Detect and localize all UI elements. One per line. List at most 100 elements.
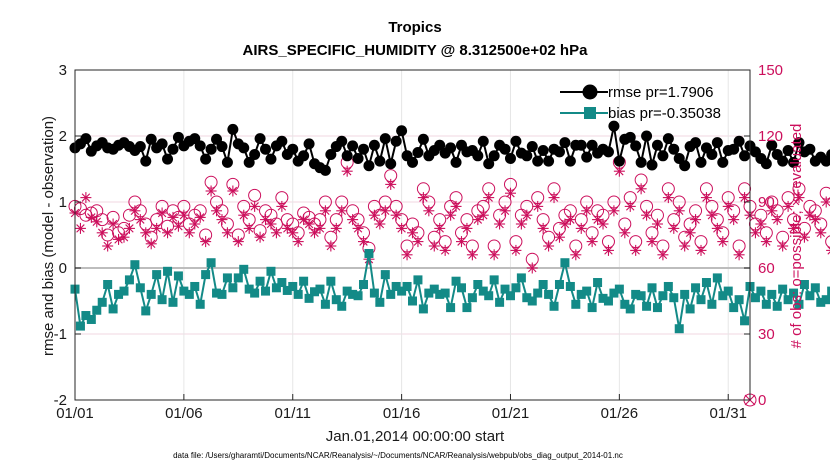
obs-evaluated-marker xyxy=(635,183,647,195)
bias-point xyxy=(712,273,722,283)
rmse-point xyxy=(243,156,255,168)
legend: rmse pr=1.7906 bias pr=-0.35038 xyxy=(560,84,721,122)
rmse-point xyxy=(510,135,522,147)
obs-evaluated-marker xyxy=(254,231,266,243)
obs-evaluated-marker xyxy=(766,205,778,217)
obs-evaluated-marker xyxy=(651,218,663,230)
rmse-point xyxy=(826,149,830,160)
rmse-point xyxy=(477,135,489,147)
obs-evaluated-marker xyxy=(532,200,544,212)
rmse-point xyxy=(575,139,587,151)
rmse-point xyxy=(287,143,299,155)
bias-point xyxy=(228,283,238,293)
bias-point xyxy=(609,288,619,298)
obs-evaluated-marker xyxy=(265,218,277,230)
bias-point xyxy=(179,286,189,296)
obs-evaluated-marker xyxy=(548,192,560,204)
obs-evaluated-marker xyxy=(466,249,478,261)
rmse-point xyxy=(793,137,805,149)
rmse-point xyxy=(641,130,653,142)
bias-point xyxy=(533,288,543,298)
bias-point xyxy=(364,248,374,258)
obs-evaluated-marker xyxy=(619,227,631,239)
obs-evaluated-marker xyxy=(673,205,685,217)
y-tick-label: -1 xyxy=(54,326,67,343)
rmse-point xyxy=(532,155,544,167)
obs-possible-marker xyxy=(248,188,262,202)
rmse-point xyxy=(657,150,669,162)
bias-point xyxy=(293,289,303,299)
rmse-point xyxy=(134,141,146,153)
obs-evaluated-marker xyxy=(749,227,761,239)
obs-evaluated-marker xyxy=(630,244,642,256)
bias-point xyxy=(440,288,450,298)
bias-point xyxy=(827,286,830,296)
rmse-point xyxy=(434,139,446,151)
bias-point xyxy=(571,299,581,309)
obs-evaluated-marker xyxy=(303,218,315,230)
rmse-point xyxy=(358,143,370,155)
obs-evaluated-marker xyxy=(211,205,223,217)
obs-evaluated-marker xyxy=(162,227,174,239)
obs-evaluated-marker xyxy=(570,249,582,261)
bias-point xyxy=(239,264,249,274)
bias-point xyxy=(810,283,820,293)
obs-evaluated-marker xyxy=(690,214,702,226)
rmse-point xyxy=(820,155,830,167)
bias-point xyxy=(92,305,102,315)
rmse-point xyxy=(624,131,636,143)
obs-evaluated-marker xyxy=(793,192,805,204)
bias-point xyxy=(614,284,624,294)
data-file-footnote: data file: /Users/gharamti/Documents/NCA… xyxy=(173,451,623,460)
rmse-point xyxy=(260,143,272,155)
y-right-tick-label: 30 xyxy=(758,326,775,343)
bias-point xyxy=(408,296,417,306)
bias-point xyxy=(288,281,298,291)
rmse-point xyxy=(162,153,174,165)
bias-point xyxy=(484,291,494,301)
bias-point xyxy=(767,289,777,299)
obs-evaluated-marker xyxy=(385,178,397,190)
bias-point xyxy=(250,288,260,298)
obs-evaluated-marker xyxy=(804,209,816,221)
rmse-point xyxy=(325,148,337,160)
obs-evaluated-marker xyxy=(559,218,571,230)
rmse-point xyxy=(412,147,424,158)
bias-point xyxy=(429,284,439,294)
bias-point xyxy=(565,281,575,291)
bias-point xyxy=(266,266,276,276)
rmse-point xyxy=(238,142,250,154)
obs-evaluated-marker xyxy=(711,222,723,234)
rmse-point xyxy=(521,150,533,162)
rmse-point xyxy=(276,135,288,147)
obs-evaluated-marker xyxy=(74,222,86,234)
obs-evaluated-marker xyxy=(760,236,772,248)
obs-evaluated-marker xyxy=(341,165,353,177)
rmse-point xyxy=(706,148,718,160)
obs-evaluated-marker xyxy=(292,236,304,248)
bias-point xyxy=(669,293,679,303)
obs-evaluated-marker xyxy=(407,227,418,239)
bias-point xyxy=(342,286,352,296)
x-axis-label: Jan.01,2014 00:00:00 start xyxy=(326,428,505,445)
legend-rmse-marker xyxy=(582,84,598,100)
bias-point xyxy=(560,258,570,268)
obs-evaluated-marker xyxy=(107,218,119,230)
x-tick-label: 01/26 xyxy=(601,405,639,422)
bias-point xyxy=(582,286,592,296)
obs-evaluated-marker xyxy=(733,249,745,261)
rmse-point xyxy=(205,143,217,155)
rmse-point xyxy=(613,155,625,167)
legend-bias-marker xyxy=(584,107,596,119)
rmse-point xyxy=(221,156,233,168)
obs-evaluated-marker xyxy=(336,205,348,217)
rmse-point xyxy=(227,123,239,135)
rmse-point xyxy=(341,150,353,162)
obs-evaluated-marker xyxy=(298,214,310,226)
bias-point xyxy=(424,288,434,298)
obs-evaluated-marker xyxy=(129,205,141,217)
y-tick-label: 1 xyxy=(59,194,67,211)
bias-point xyxy=(418,304,428,314)
bias-point xyxy=(212,288,222,298)
